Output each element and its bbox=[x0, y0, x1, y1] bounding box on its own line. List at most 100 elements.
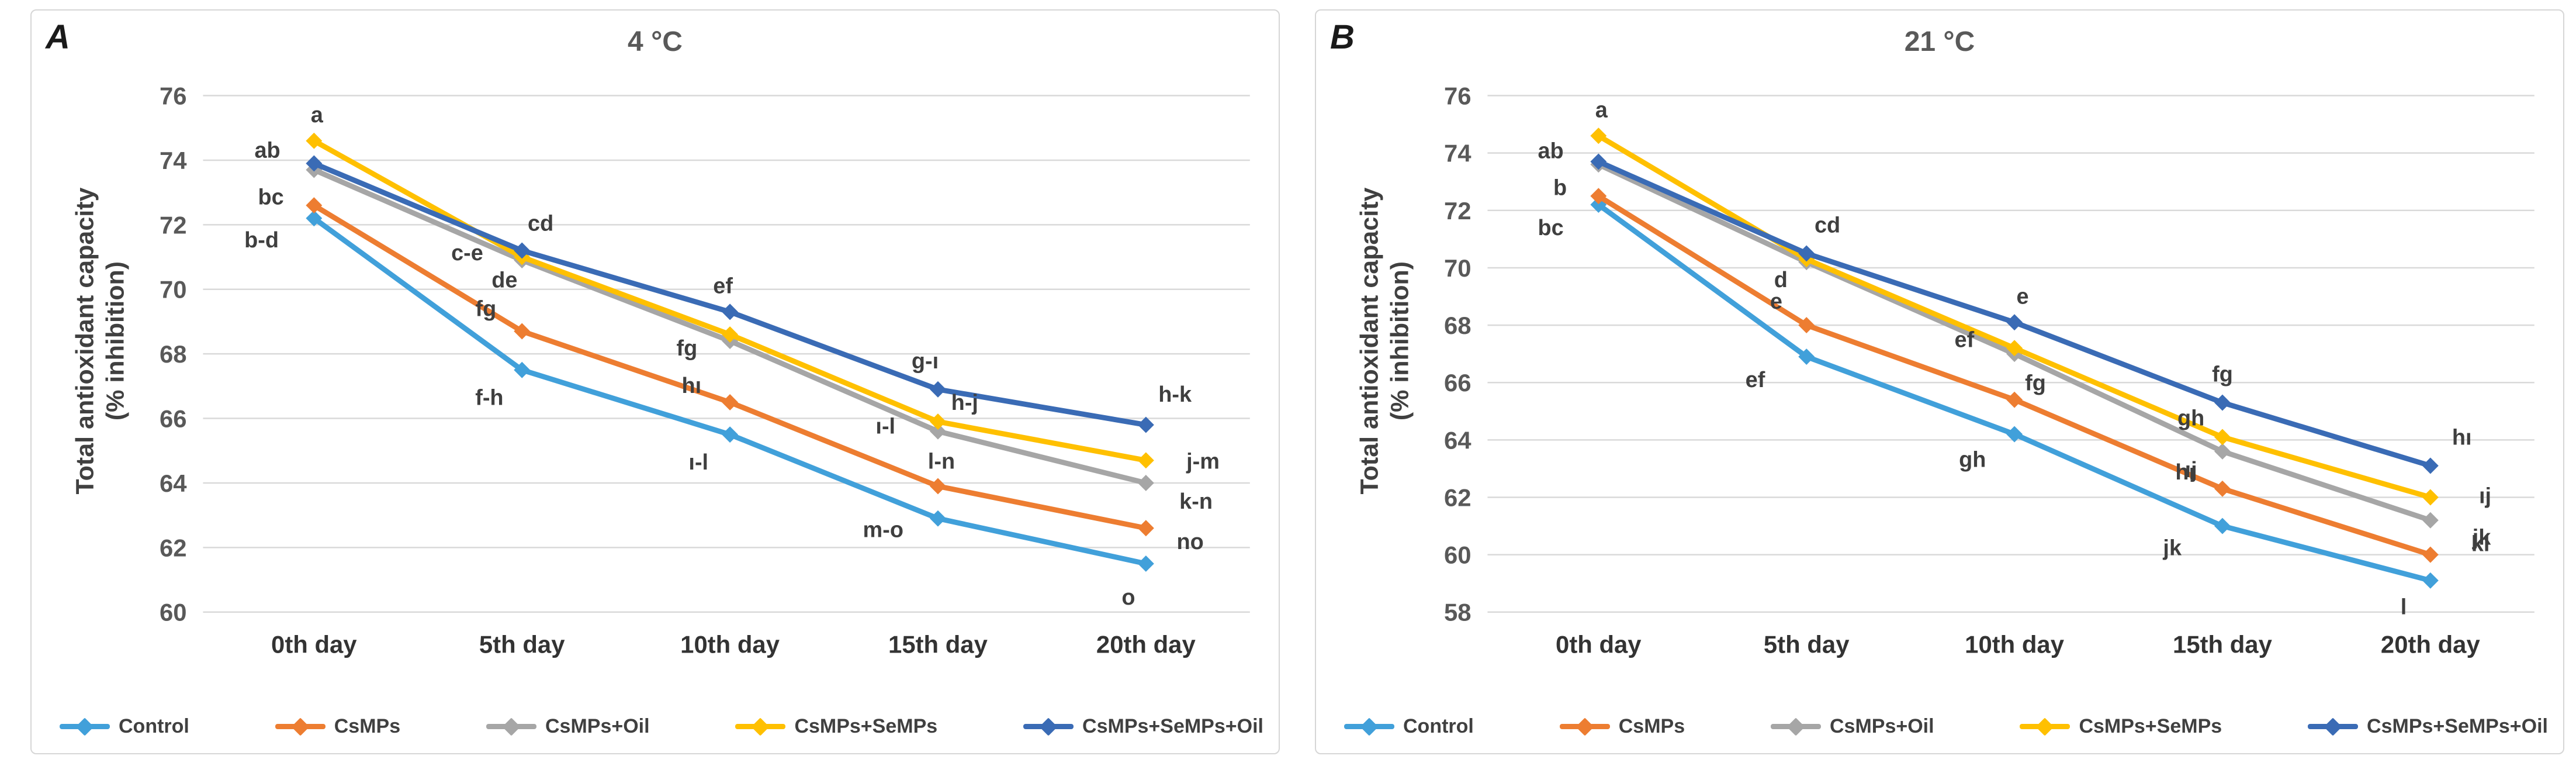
legend-item-csmps-oil: CsMPs+Oil bbox=[1770, 715, 1934, 738]
y-tick-label: 74 bbox=[160, 147, 187, 174]
panel-a: A 4 °C Total antioxidant capacity (% inh… bbox=[30, 9, 1280, 754]
point-label: ef bbox=[1955, 327, 1975, 352]
legend-item-csmps-oil: CsMPs+Oil bbox=[486, 715, 650, 738]
series-line-Control bbox=[311, 215, 1149, 567]
data-point-marker bbox=[2422, 572, 2439, 589]
legend-line-marker-icon bbox=[60, 717, 110, 736]
point-label: ıj bbox=[2185, 458, 2197, 482]
y-tick-label: 60 bbox=[160, 599, 187, 626]
point-label: e bbox=[2017, 284, 2029, 309]
legend-item-csmps-semps: CsMPs+SeMPs bbox=[735, 715, 937, 738]
data-point-marker bbox=[514, 323, 531, 340]
y-tick-label: 72 bbox=[1444, 197, 1471, 225]
legend-label: CsMPs bbox=[1618, 715, 1685, 737]
point-label: ef bbox=[1746, 368, 1765, 392]
data-point-marker bbox=[2214, 429, 2231, 446]
legend-item-csmps-semps-oil: CsMPs+SeMPs+Oil bbox=[1023, 715, 1263, 738]
point-label: m-o bbox=[863, 518, 903, 543]
point-label: fg bbox=[476, 297, 497, 322]
y-axis-title-line2: (% inhibition) bbox=[1386, 261, 1414, 421]
point-label: hı bbox=[2452, 426, 2472, 450]
data-point-marker bbox=[2214, 480, 2231, 497]
legend-label: CsMPs+Oil bbox=[545, 715, 650, 737]
legend-line-marker-icon bbox=[1344, 717, 1394, 736]
series-line-CsMPs bbox=[1595, 193, 2433, 558]
data-point-marker bbox=[1590, 153, 1607, 170]
data-point-marker bbox=[2422, 512, 2439, 529]
point-label: hı bbox=[681, 374, 701, 398]
y-tick-label: 74 bbox=[1444, 140, 1471, 167]
data-point-marker bbox=[1137, 474, 1154, 491]
y-axis-title-line1: Total antioxidant capacity bbox=[71, 187, 99, 495]
data-point-marker bbox=[1798, 245, 1815, 262]
data-point-marker bbox=[1590, 188, 1607, 205]
data-point-marker bbox=[722, 326, 739, 343]
point-label: ı-l bbox=[688, 450, 708, 475]
point-label: ıj bbox=[2479, 484, 2491, 508]
x-axis-label: 0th day bbox=[271, 631, 357, 658]
legend: Control CsMPs CsMPs+Oil CsMPs+SeMPs CsMPs+Se… bbox=[1344, 715, 2548, 738]
point-label: de bbox=[491, 268, 517, 292]
y-tick-label: 66 bbox=[160, 405, 187, 433]
legend-label: Control bbox=[1403, 715, 1474, 737]
point-label: fg bbox=[2212, 363, 2233, 387]
data-point-marker bbox=[2006, 340, 2023, 357]
data-point-marker bbox=[1137, 416, 1154, 433]
legend-item-control: Control bbox=[60, 715, 189, 738]
panel-letter: B bbox=[1330, 18, 1355, 56]
y-axis-title-line2: (% inhibition) bbox=[102, 261, 130, 421]
point-label: c-e bbox=[451, 241, 483, 265]
legend-line-marker-icon bbox=[1770, 717, 1821, 736]
legend-line-marker-icon bbox=[735, 717, 786, 736]
point-label: k-n bbox=[1179, 489, 1213, 514]
legend-label: CsMPs+Oil bbox=[1829, 715, 1934, 737]
data-point-marker bbox=[2214, 443, 2231, 460]
legend-line-marker-icon bbox=[275, 717, 326, 736]
point-label: a bbox=[1595, 98, 1608, 122]
plot-area: 58 60 62 64 66 68 70 72 74 76 0th day 5th day 10th d… bbox=[1444, 82, 2535, 658]
point-label: jk bbox=[2162, 536, 2182, 560]
plot-area: 60 62 64 66 68 70 72 74 76 0th day 5th day 10th day… bbox=[160, 82, 1250, 658]
legend: Control CsMPs CsMPs+Oil CsMPs+SeMPs CsMPs+Se… bbox=[60, 715, 1263, 738]
data-point-marker bbox=[2422, 489, 2439, 506]
x-axis-label: 5th day bbox=[1764, 631, 1850, 658]
x-axis-label: 15th day bbox=[2173, 631, 2273, 658]
data-point-marker bbox=[514, 242, 531, 259]
point-label: fg bbox=[2025, 371, 2046, 396]
legend-label: CsMPs+SeMPs bbox=[794, 715, 938, 737]
panel-b: B 21 °C Total antioxidant capacity (% in… bbox=[1315, 9, 2564, 754]
data-point-marker bbox=[2214, 517, 2231, 534]
point-label: f-h bbox=[475, 386, 503, 410]
data-point-marker bbox=[2006, 314, 2023, 331]
y-axis-title: Total antioxidant capacity (% inhibition… bbox=[1355, 188, 1416, 495]
y-tick-label: 62 bbox=[1444, 484, 1471, 511]
diamond-marker-icon bbox=[2035, 717, 2054, 736]
data-point-marker bbox=[930, 423, 946, 440]
y-tick-label: 62 bbox=[160, 534, 187, 561]
y-tick-label: 76 bbox=[1444, 82, 1471, 109]
legend-line-marker-icon bbox=[486, 717, 536, 736]
data-point-marker bbox=[722, 394, 739, 410]
point-label: gh bbox=[1959, 447, 1986, 472]
point-label: ef bbox=[713, 274, 733, 299]
y-tick-label: 70 bbox=[1444, 254, 1471, 282]
legend-label: CsMPs+SeMPs+Oil bbox=[2367, 715, 2548, 737]
data-point-marker bbox=[306, 197, 323, 214]
data-point-marker bbox=[1137, 452, 1154, 469]
data-point-marker bbox=[930, 381, 946, 398]
point-label: b bbox=[1553, 175, 1567, 200]
point-label: g-ı bbox=[912, 349, 939, 374]
diamond-marker-icon bbox=[1786, 717, 1805, 736]
point-label: d bbox=[1774, 268, 1788, 292]
legend-label: Control bbox=[119, 715, 189, 737]
y-tick-label: 68 bbox=[160, 340, 187, 368]
point-label: h-k bbox=[1158, 382, 1192, 407]
x-axis-label: 0th day bbox=[1556, 631, 1642, 658]
data-point-marker bbox=[2006, 391, 2023, 408]
point-label: no bbox=[1176, 530, 1203, 554]
x-axis-label: 15th day bbox=[888, 631, 988, 658]
data-point-marker bbox=[1137, 555, 1154, 572]
data-point-marker bbox=[2006, 426, 2023, 443]
legend-line-marker-icon bbox=[2308, 717, 2359, 736]
